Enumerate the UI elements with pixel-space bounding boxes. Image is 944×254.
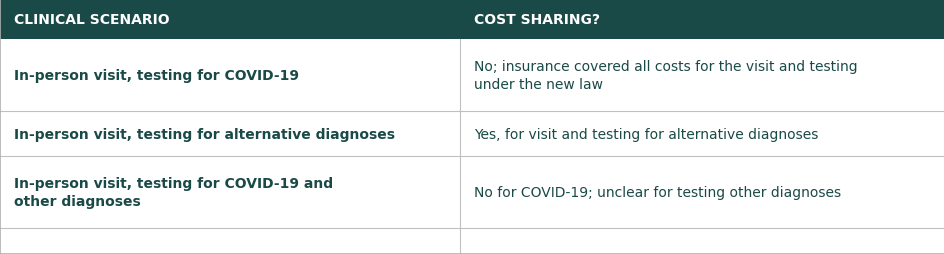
Text: No; insurance covered all costs for the visit and testing
under the new law: No; insurance covered all costs for the … [474,59,857,92]
Text: In-person visit, testing for COVID-19: In-person visit, testing for COVID-19 [14,69,299,83]
Bar [0,0,944,40]
Bar [0,156,944,228]
Text: No for COVID-19; unclear for testing other diagnoses: No for COVID-19; unclear for testing oth… [474,185,840,199]
Text: Yes, for visit and testing for alternative diagnoses: Yes, for visit and testing for alternati… [474,127,818,141]
Text: COST SHARING?: COST SHARING? [474,13,599,27]
Text: In-person visit, testing for alternative diagnoses: In-person visit, testing for alternative… [14,127,395,141]
Bar [0,112,944,156]
Text: CLINICAL SCENARIO: CLINICAL SCENARIO [14,13,170,27]
Bar [0,40,944,112]
Text: In-person visit, testing for COVID-19 and
other diagnoses: In-person visit, testing for COVID-19 an… [14,176,333,209]
